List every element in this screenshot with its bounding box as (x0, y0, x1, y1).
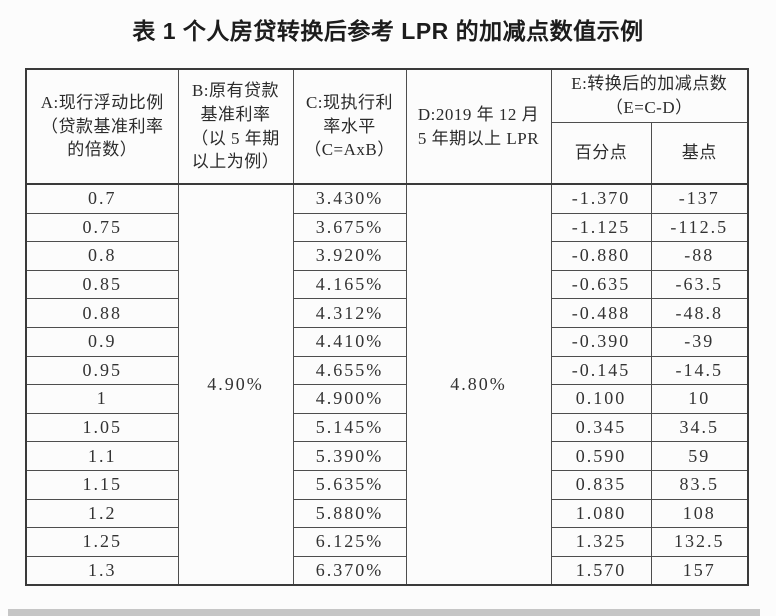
cell-basis-points: 10 (650, 384, 749, 414)
cell-percentage-points: 0.835 (550, 469, 652, 500)
cell-basis-points: 108 (650, 498, 749, 529)
cell-percentage-points: -0.390 (550, 326, 652, 357)
cell-percentage-points: 1.325 (550, 527, 652, 557)
cell-basis-points: -63.5 (650, 269, 749, 300)
cell-lpr-merged: 4.80% (405, 183, 552, 586)
table-row: 1.1 5.390% 0.590 59 (25, 441, 749, 471)
table-row: 0.95 4.655% -0.145 -14.5 (25, 355, 749, 386)
cell-basis-points: -88 (650, 241, 749, 271)
cell-basis-points: 157 (650, 555, 749, 586)
cell-ratio: 1.2 (25, 498, 179, 529)
cell-percentage-points: 0.345 (550, 412, 652, 443)
table-row: 0.7 4.90% 3.430% 4.80% -1.370 -137 (25, 183, 749, 586)
cell-basis-points: -48.8 (650, 298, 749, 328)
cell-basis-points: -39 (650, 326, 749, 357)
header-basis-points: 基点 (650, 122, 749, 185)
cell-current-rate: 5.880% (292, 498, 407, 529)
table-row: 1.3 6.370% 1.570 157 (25, 555, 749, 586)
cell-percentage-points: -0.635 (550, 269, 652, 300)
cell-basis-points: -112.5 (650, 212, 749, 243)
cell-percentage-points: -0.488 (550, 298, 652, 328)
cell-ratio: 0.85 (25, 269, 179, 300)
cell-basis-points: 83.5 (650, 469, 749, 500)
header-original-base-rate: B:原有贷款 基准利率 （以 5 年期 以上为例） (177, 68, 294, 185)
cell-ratio: 1.15 (25, 469, 179, 500)
cell-basis-points: 132.5 (650, 527, 749, 557)
cell-current-rate: 6.125% (292, 527, 407, 557)
table-row: 1.15 5.635% 0.835 83.5 (25, 469, 749, 500)
table-row: 0.88 4.312% -0.488 -48.8 (25, 298, 749, 328)
table-title: 表 1 个人房贷转换后参考 LPR 的加减点数值示例 (132, 18, 644, 44)
table-row: 0.75 3.675% -1.125 -112.5 (25, 212, 749, 243)
table-row: 1.2 5.880% 1.080 108 (25, 498, 749, 529)
cell-ratio: 0.9 (25, 326, 179, 357)
cell-ratio: 1.3 (25, 555, 179, 586)
table-row: 1.25 6.125% 1.325 132.5 (25, 527, 749, 557)
cell-percentage-points: -1.125 (550, 212, 652, 243)
cell-ratio: 1.25 (25, 527, 179, 557)
cell-current-rate: 4.410% (292, 326, 407, 357)
table-row: 0.9 4.410% -0.390 -39 (25, 326, 749, 357)
table-row: 0.85 4.165% -0.635 -63.5 (25, 269, 749, 300)
cell-current-rate: 3.430% (292, 183, 407, 214)
header-percentage-points: 百分点 (550, 122, 652, 185)
cell-basis-points: 34.5 (650, 412, 749, 443)
header-lpr-dec-2019: D:2019 年 12 月 5 年期以上 LPR (405, 68, 552, 185)
cell-percentage-points: -0.880 (550, 241, 652, 271)
cell-basis-points: -137 (650, 183, 749, 214)
cell-base-rate-merged: 4.90% (177, 183, 294, 586)
header-row-main: A:现行浮动比例 （贷款基准利率 的倍数） B:原有贷款 基准利率 （以 5 年… (25, 68, 749, 185)
cell-percentage-points: 1.570 (550, 555, 652, 586)
cell-ratio: 0.8 (25, 241, 179, 271)
cell-current-rate: 4.165% (292, 269, 407, 300)
cell-current-rate: 4.655% (292, 355, 407, 386)
cell-ratio: 1.05 (25, 412, 179, 443)
cell-percentage-points: 1.080 (550, 498, 652, 529)
header-row-sub: 百分点 基点 (26, 122, 749, 185)
cell-current-rate: 5.635% (292, 469, 407, 500)
bottom-gray-bar (8, 609, 760, 616)
table-row: 1.05 5.145% 0.345 34.5 (25, 412, 749, 443)
header-conversion-points: E:转换后的加减点数 （E=C-D） (550, 68, 749, 123)
cell-basis-points: 59 (650, 441, 749, 471)
cell-percentage-points: 0.100 (550, 384, 652, 414)
cell-basis-points: -14.5 (650, 355, 749, 386)
cell-ratio: 0.88 (25, 298, 179, 328)
table-row: 1 4.900% 0.100 10 (25, 384, 749, 414)
header-current-float-ratio: A:现行浮动比例 （贷款基准利率 的倍数） (25, 68, 179, 185)
table-header: A:现行浮动比例 （贷款基准利率 的倍数） B:原有贷款 基准利率 （以 5 年… (25, 68, 749, 185)
cell-current-rate: 5.145% (292, 412, 407, 443)
table-row: 0.8 3.920% -0.880 -88 (25, 241, 749, 271)
cell-current-rate: 3.920% (292, 241, 407, 271)
header-current-rate-level: C:现执行利 率水平 （C=AxB） (292, 68, 407, 185)
cell-ratio: 0.75 (25, 212, 179, 243)
cell-current-rate: 6.370% (292, 555, 407, 586)
cell-current-rate: 4.900% (292, 384, 407, 414)
cell-percentage-points: -0.145 (550, 355, 652, 386)
cell-ratio: 1.1 (25, 441, 179, 471)
cell-current-rate: 5.390% (292, 441, 407, 471)
cell-ratio: 0.95 (25, 355, 179, 386)
cell-current-rate: 3.675% (292, 212, 407, 243)
lpr-conversion-table: A:现行浮动比例 （贷款基准利率 的倍数） B:原有贷款 基准利率 （以 5 年… (25, 68, 750, 587)
table-body: 0.7 4.90% 3.430% 4.80% -1.370 -137 0.75 … (25, 183, 749, 586)
cell-ratio: 0.7 (25, 183, 179, 214)
cell-current-rate: 4.312% (292, 298, 407, 328)
cell-ratio: 1 (25, 384, 179, 414)
cell-percentage-points: 0.590 (550, 441, 652, 471)
cell-percentage-points: -1.370 (550, 183, 652, 214)
